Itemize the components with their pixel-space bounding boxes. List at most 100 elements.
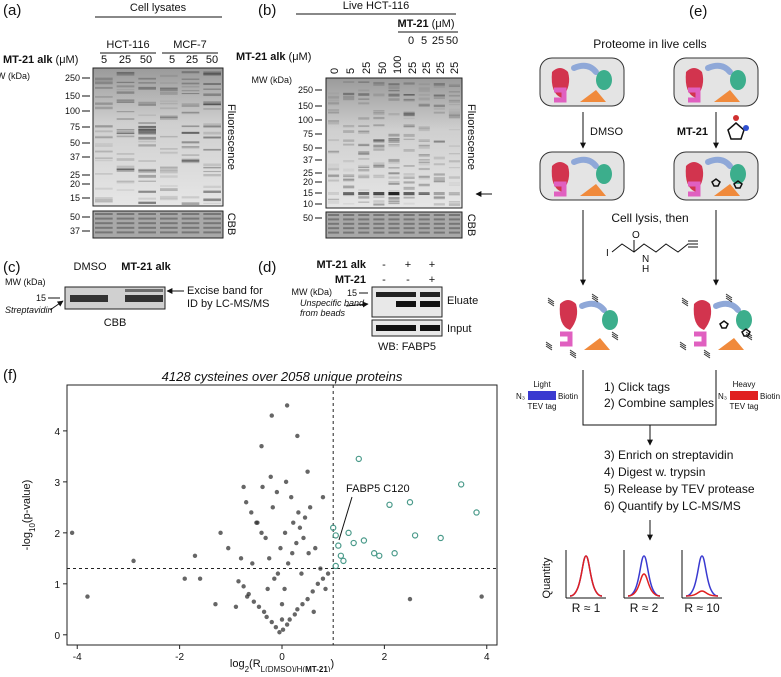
hit-point xyxy=(473,509,480,516)
band xyxy=(448,94,460,97)
arrow xyxy=(49,300,64,311)
band xyxy=(95,222,113,225)
probe-tag xyxy=(679,341,687,351)
band xyxy=(343,218,355,221)
band xyxy=(403,222,415,225)
band xyxy=(433,111,445,114)
band xyxy=(403,124,415,128)
band xyxy=(373,165,385,168)
band xyxy=(433,195,445,198)
point xyxy=(268,474,273,479)
axis-title-part: 10 xyxy=(28,523,37,532)
band xyxy=(181,111,200,114)
band xyxy=(343,185,355,189)
band xyxy=(358,196,370,199)
hit-point xyxy=(337,552,345,559)
label: Streptavidin xyxy=(5,305,53,315)
band xyxy=(328,175,340,177)
point xyxy=(318,566,323,571)
point xyxy=(280,627,286,632)
band xyxy=(116,222,135,225)
band xyxy=(203,198,221,202)
hit-point xyxy=(350,539,357,547)
band xyxy=(343,202,355,205)
band xyxy=(160,197,178,201)
band xyxy=(116,135,135,137)
band xyxy=(403,181,415,184)
band xyxy=(420,325,440,331)
protein xyxy=(571,156,599,169)
band xyxy=(358,195,370,197)
band xyxy=(418,104,430,107)
band xyxy=(433,94,445,97)
protein xyxy=(694,331,707,347)
competitor: MT-21 xyxy=(397,18,428,30)
point xyxy=(305,596,310,602)
label: WB: FABP5 xyxy=(378,341,436,353)
band xyxy=(403,192,415,195)
point xyxy=(290,551,295,556)
band xyxy=(203,73,221,75)
band xyxy=(328,178,340,182)
band xyxy=(433,94,445,98)
band xyxy=(116,213,135,215)
band xyxy=(358,93,370,96)
band xyxy=(138,226,156,229)
band xyxy=(418,227,430,230)
label: 50 xyxy=(377,62,389,74)
band xyxy=(448,222,460,225)
band xyxy=(433,177,445,181)
band xyxy=(328,139,340,142)
band xyxy=(448,201,460,203)
band xyxy=(343,95,355,98)
label: - xyxy=(406,274,410,286)
band xyxy=(388,183,400,185)
band xyxy=(203,173,221,177)
point xyxy=(131,558,136,564)
band xyxy=(95,102,113,105)
axis-title-part: ) xyxy=(328,665,331,673)
band xyxy=(358,175,370,179)
protein xyxy=(602,310,618,330)
band xyxy=(203,231,221,234)
band xyxy=(160,148,178,150)
band xyxy=(160,116,178,119)
band xyxy=(160,152,178,155)
band xyxy=(203,170,221,173)
gel-fluorescence xyxy=(325,77,463,209)
band xyxy=(95,197,113,199)
band xyxy=(433,180,445,183)
point xyxy=(279,617,285,622)
label: 25 xyxy=(432,35,444,47)
band xyxy=(358,81,370,83)
band xyxy=(433,231,445,234)
peak xyxy=(569,555,603,597)
band xyxy=(358,222,370,225)
label: 100 xyxy=(392,56,404,74)
point xyxy=(301,535,306,541)
band xyxy=(125,295,163,302)
band xyxy=(160,166,178,169)
point xyxy=(283,479,289,485)
band xyxy=(116,165,135,168)
label: 5 xyxy=(345,68,357,74)
point xyxy=(291,520,296,525)
label: 37 xyxy=(70,226,80,236)
band xyxy=(418,222,430,225)
band xyxy=(403,186,415,188)
band xyxy=(343,97,355,101)
band xyxy=(328,174,340,177)
band xyxy=(343,144,355,146)
band xyxy=(95,201,113,203)
point xyxy=(233,604,239,609)
band xyxy=(433,196,445,200)
label: N₃ xyxy=(516,392,525,401)
protein xyxy=(554,87,567,103)
band xyxy=(373,111,385,114)
protein xyxy=(688,87,701,103)
hit-point xyxy=(391,550,398,557)
band xyxy=(181,89,200,92)
hit-point xyxy=(340,557,347,565)
band xyxy=(388,83,400,85)
band xyxy=(433,104,445,108)
